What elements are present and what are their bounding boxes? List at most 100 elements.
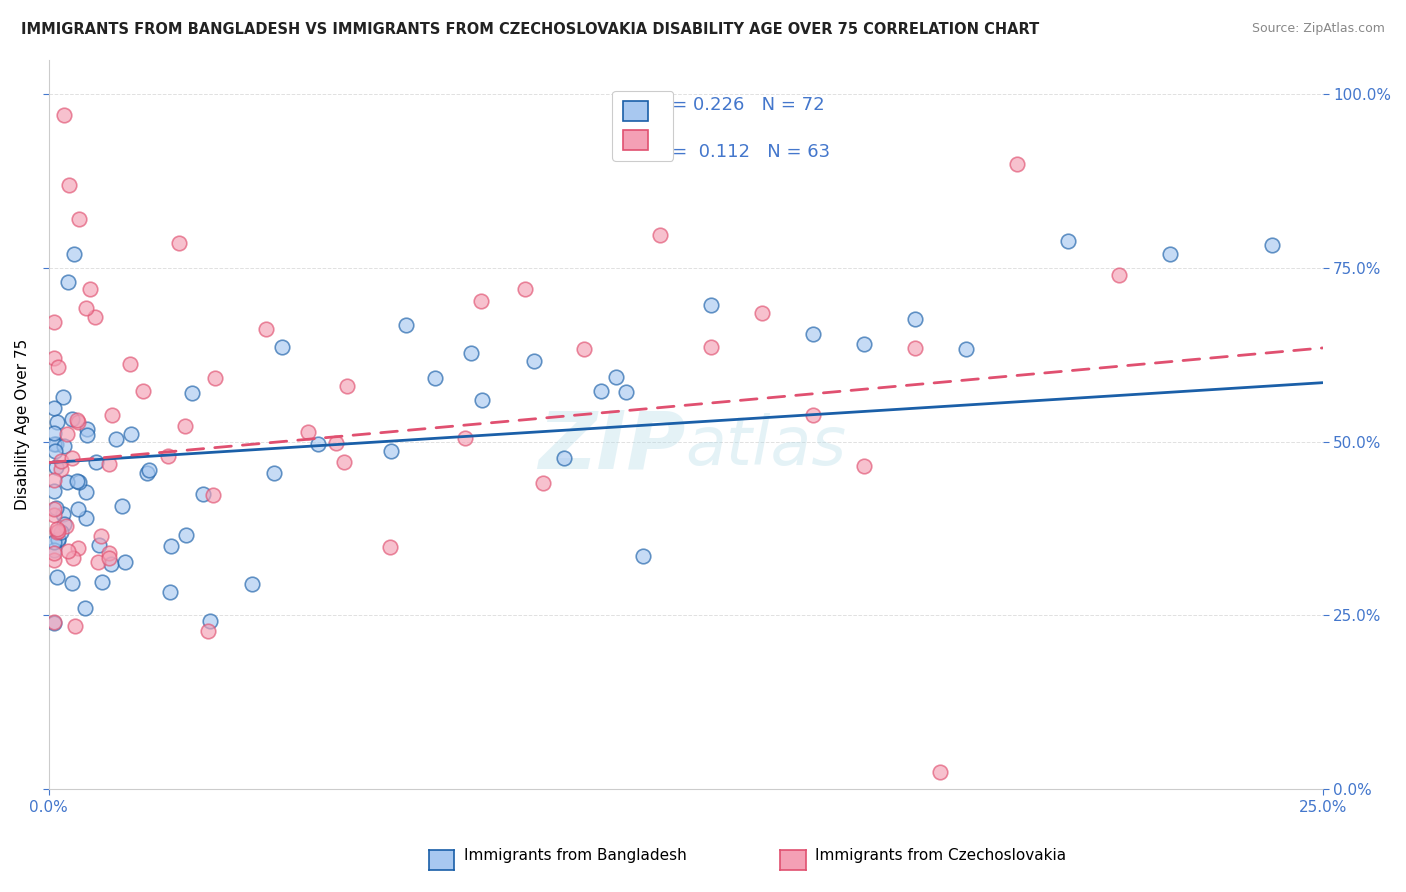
Point xyxy=(160,539,183,553)
Point xyxy=(325,436,347,450)
Point xyxy=(55,426,77,441)
Point xyxy=(42,543,65,558)
Point xyxy=(87,538,110,552)
Point xyxy=(650,228,672,243)
Point xyxy=(174,528,197,542)
Point xyxy=(1159,247,1181,261)
Point xyxy=(454,431,477,445)
Point xyxy=(48,533,70,547)
Point xyxy=(1260,238,1282,252)
Point xyxy=(76,422,98,436)
Point xyxy=(904,341,927,355)
Point xyxy=(45,415,67,429)
Point xyxy=(929,764,952,779)
Point xyxy=(42,401,65,416)
Point xyxy=(49,453,72,467)
Point xyxy=(1005,156,1028,170)
Point xyxy=(62,550,84,565)
Point xyxy=(904,312,927,326)
Point xyxy=(65,474,87,488)
Point xyxy=(75,301,97,315)
Point xyxy=(52,516,75,531)
Point xyxy=(60,412,83,426)
Point xyxy=(42,315,65,329)
Point xyxy=(100,557,122,571)
Point xyxy=(110,500,132,514)
Point xyxy=(91,575,114,590)
Point xyxy=(87,555,110,569)
Point xyxy=(853,337,876,351)
Point xyxy=(42,535,65,549)
Point xyxy=(56,544,79,558)
Point xyxy=(523,353,546,368)
Point xyxy=(42,425,65,440)
Point xyxy=(157,449,180,463)
Point xyxy=(204,371,226,385)
Point xyxy=(197,624,219,639)
Point xyxy=(801,326,824,341)
Point xyxy=(801,408,824,422)
Point xyxy=(174,419,197,434)
Y-axis label: Disability Age Over 75: Disability Age Over 75 xyxy=(15,339,30,510)
Point xyxy=(98,546,121,560)
Point xyxy=(52,439,75,453)
Point xyxy=(52,390,75,404)
Point xyxy=(193,486,215,500)
Point xyxy=(100,408,122,422)
Point xyxy=(46,569,69,583)
Point xyxy=(591,384,613,398)
Point xyxy=(66,413,89,427)
Point xyxy=(45,501,67,516)
Point xyxy=(84,455,107,469)
Point xyxy=(105,432,128,446)
Point xyxy=(58,178,80,192)
Text: IMMIGRANTS FROM BANGLADESH VS IMMIGRANTS FROM CZECHOSLOVAKIA DISABILITY AGE OVER: IMMIGRANTS FROM BANGLADESH VS IMMIGRANTS… xyxy=(21,22,1039,37)
Point xyxy=(55,519,77,533)
Point xyxy=(44,552,66,566)
Point xyxy=(531,476,554,491)
Point xyxy=(42,545,65,559)
Point xyxy=(56,275,79,289)
Point xyxy=(553,451,575,466)
Point xyxy=(46,360,69,375)
Point xyxy=(83,310,105,324)
Point xyxy=(167,235,190,250)
Point xyxy=(614,384,637,399)
Point xyxy=(67,475,90,489)
Point xyxy=(42,437,65,451)
Point xyxy=(751,306,773,320)
Point xyxy=(44,444,66,458)
Point xyxy=(46,524,69,538)
Point xyxy=(52,507,75,521)
Text: R = 0.226   N = 72: R = 0.226 N = 72 xyxy=(654,96,824,114)
Point xyxy=(700,298,723,312)
Point xyxy=(378,541,401,555)
Legend: , : , xyxy=(612,90,673,161)
Point xyxy=(120,427,142,442)
Point xyxy=(513,282,536,296)
Point xyxy=(332,455,354,469)
Point xyxy=(1056,234,1078,248)
Point xyxy=(470,294,492,309)
Point xyxy=(395,318,418,332)
Point xyxy=(380,443,402,458)
Point xyxy=(271,340,294,354)
Point xyxy=(120,357,142,371)
Point xyxy=(62,247,84,261)
Point xyxy=(42,508,65,522)
Point xyxy=(49,524,72,539)
Point xyxy=(605,370,627,384)
Point xyxy=(46,524,69,539)
Text: Immigrants from Bangladesh: Immigrants from Bangladesh xyxy=(464,848,686,863)
Point xyxy=(98,551,121,566)
Point xyxy=(51,462,73,476)
Point xyxy=(45,437,67,451)
Point xyxy=(46,532,69,546)
Point xyxy=(67,501,90,516)
Point xyxy=(460,345,482,359)
Point xyxy=(307,436,329,450)
Point xyxy=(42,473,65,487)
Point xyxy=(254,322,277,336)
Point xyxy=(56,475,79,489)
Point xyxy=(700,339,723,353)
